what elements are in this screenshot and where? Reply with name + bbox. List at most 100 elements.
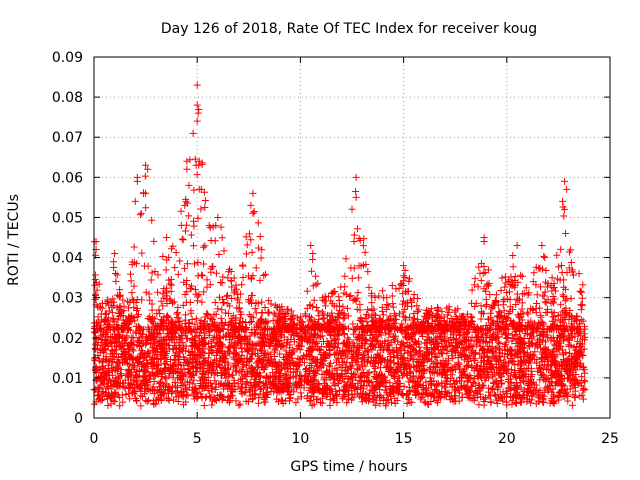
data-point <box>210 356 218 364</box>
data-point <box>451 349 459 357</box>
data-point <box>290 348 298 356</box>
data-point <box>261 304 269 312</box>
data-point <box>364 357 372 365</box>
data-point <box>279 386 287 394</box>
data-point <box>235 356 243 364</box>
data-point <box>520 349 528 357</box>
data-point <box>162 266 170 274</box>
data-point <box>224 361 232 369</box>
data-point <box>333 358 341 366</box>
data-point <box>533 341 541 349</box>
data-point <box>239 318 247 326</box>
data-point <box>399 290 407 298</box>
data-point <box>358 398 366 406</box>
data-point <box>285 356 293 364</box>
data-point <box>174 270 182 278</box>
data-point <box>285 322 293 330</box>
data-point <box>440 382 448 390</box>
data-point <box>227 267 235 275</box>
data-point <box>525 341 533 349</box>
data-point <box>280 342 288 350</box>
data-point <box>190 186 198 194</box>
data-point <box>439 370 447 378</box>
data-point <box>238 344 246 352</box>
data-point <box>130 377 138 385</box>
data-point <box>309 282 317 290</box>
data-point <box>341 367 349 375</box>
data-point <box>112 321 120 329</box>
data-point <box>111 269 119 277</box>
data-point <box>460 367 468 375</box>
data-point <box>189 380 197 388</box>
data-point <box>265 341 273 349</box>
data-point <box>321 352 329 360</box>
data-point <box>228 333 236 341</box>
data-point <box>408 302 416 310</box>
data-point <box>460 351 468 359</box>
data-point <box>204 387 212 395</box>
data-point <box>218 306 226 314</box>
data-point <box>580 345 588 353</box>
data-point <box>504 333 512 341</box>
data-point <box>244 345 252 353</box>
data-point <box>176 317 184 325</box>
data-point <box>94 313 102 321</box>
data-point <box>575 392 583 400</box>
data-point <box>387 390 395 398</box>
data-point <box>127 340 135 348</box>
data-point <box>559 308 567 316</box>
data-point <box>115 373 123 381</box>
data-point <box>130 282 138 290</box>
data-point <box>504 378 512 386</box>
data-point <box>107 378 115 386</box>
data-point <box>516 379 524 387</box>
data-point <box>581 386 589 394</box>
data-point <box>322 302 330 310</box>
data-point <box>154 271 162 279</box>
data-point <box>213 369 221 377</box>
data-point <box>95 357 103 365</box>
data-point <box>484 368 492 376</box>
data-point <box>113 271 121 279</box>
data-point <box>437 349 445 357</box>
data-point <box>557 358 565 366</box>
data-point <box>137 392 145 400</box>
data-point <box>252 321 260 329</box>
data-point <box>423 356 431 364</box>
data-point <box>480 353 488 361</box>
data-point <box>207 237 215 245</box>
data-point <box>108 371 116 379</box>
data-point <box>560 283 568 291</box>
data-point <box>416 374 424 382</box>
data-point <box>232 331 240 339</box>
data-point <box>373 332 381 340</box>
data-point <box>308 353 316 361</box>
data-point <box>322 381 330 389</box>
data-point <box>548 317 556 325</box>
data-point <box>364 268 372 276</box>
data-point <box>567 258 575 266</box>
data-point <box>127 277 135 285</box>
data-point <box>518 357 526 365</box>
data-point <box>162 375 170 383</box>
data-point <box>580 385 588 393</box>
data-point <box>245 337 253 345</box>
data-point <box>179 401 187 409</box>
data-point <box>570 343 578 351</box>
data-point <box>173 326 181 334</box>
data-point <box>509 281 517 289</box>
data-point <box>199 360 207 368</box>
data-point <box>346 347 354 355</box>
data-point <box>477 343 485 351</box>
data-point <box>384 302 392 310</box>
data-point <box>203 310 211 318</box>
data-point <box>520 378 528 386</box>
data-point <box>502 279 510 287</box>
data-point <box>337 363 345 371</box>
data-point <box>320 376 328 384</box>
data-point <box>224 365 232 373</box>
data-point <box>385 346 393 354</box>
data-point <box>494 333 502 341</box>
data-point <box>510 321 518 329</box>
data-point <box>283 375 291 383</box>
